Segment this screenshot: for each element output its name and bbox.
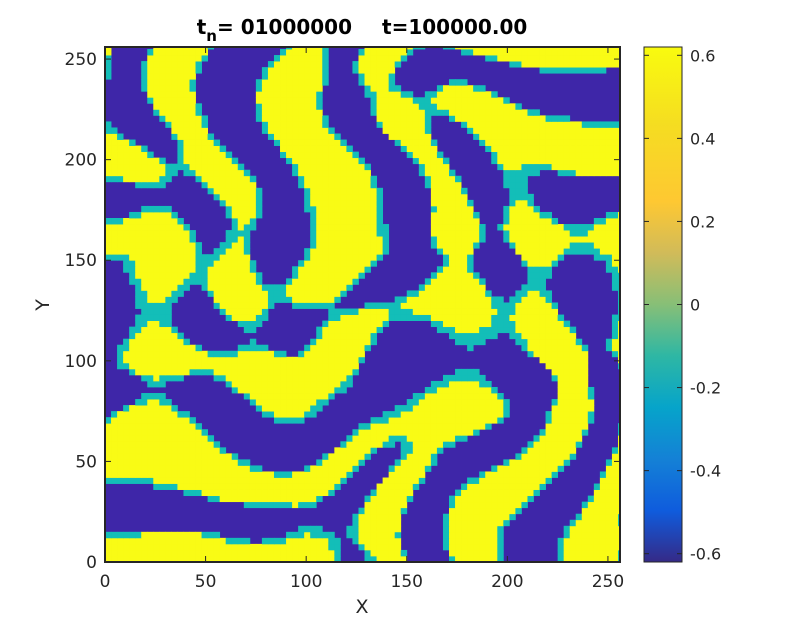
heatmap-field [105, 47, 620, 562]
colorbar-tick-label: 0.6 [690, 46, 715, 65]
y-tick-label: 200 [65, 151, 97, 171]
y-tick-label: 150 [65, 251, 97, 271]
colorbar-tick-label: 0 [690, 296, 700, 315]
stripe-pattern [105, 47, 620, 562]
y-tick-label: 50 [75, 452, 97, 472]
colorbar-tick-label: -0.4 [690, 462, 721, 481]
y-tick-label: 250 [65, 50, 97, 70]
title-subscript: n [206, 27, 217, 45]
y-axis: 0 50 100 150 200 250 [65, 50, 620, 573]
colorbar-ticks: -0.6 -0.4 -0.2 0 0.2 0.4 0.6 [644, 46, 721, 564]
colorbar-tick-label: 0.2 [690, 212, 715, 231]
colorbar-tick-label: -0.2 [690, 379, 721, 398]
colorbar-tick-label: -0.6 [690, 545, 721, 564]
x-axis-label: X [355, 596, 368, 618]
title-step: = 01000000 [217, 15, 352, 39]
y-tick-label: 100 [65, 352, 97, 372]
chart-title: tn= 01000000 t=100000.00 [197, 15, 528, 45]
x-tick-label: 150 [391, 572, 423, 592]
x-tick-label: 100 [290, 572, 322, 592]
colorbar-tick-label: 0.4 [690, 129, 715, 148]
title-t: t [197, 15, 207, 39]
x-tick-label: 50 [195, 572, 217, 592]
x-tick-label: 200 [491, 572, 523, 592]
y-axis-label: Y [32, 299, 54, 312]
x-tick-label: 0 [100, 572, 111, 592]
plot-frame [104, 46, 621, 563]
y-tick-label: 0 [86, 553, 97, 573]
x-axis: 0 50 100 150 200 250 [100, 47, 624, 592]
colorbar [643, 46, 683, 563]
title-time: t=100000.00 [382, 15, 527, 39]
x-tick-label: 250 [592, 572, 624, 592]
